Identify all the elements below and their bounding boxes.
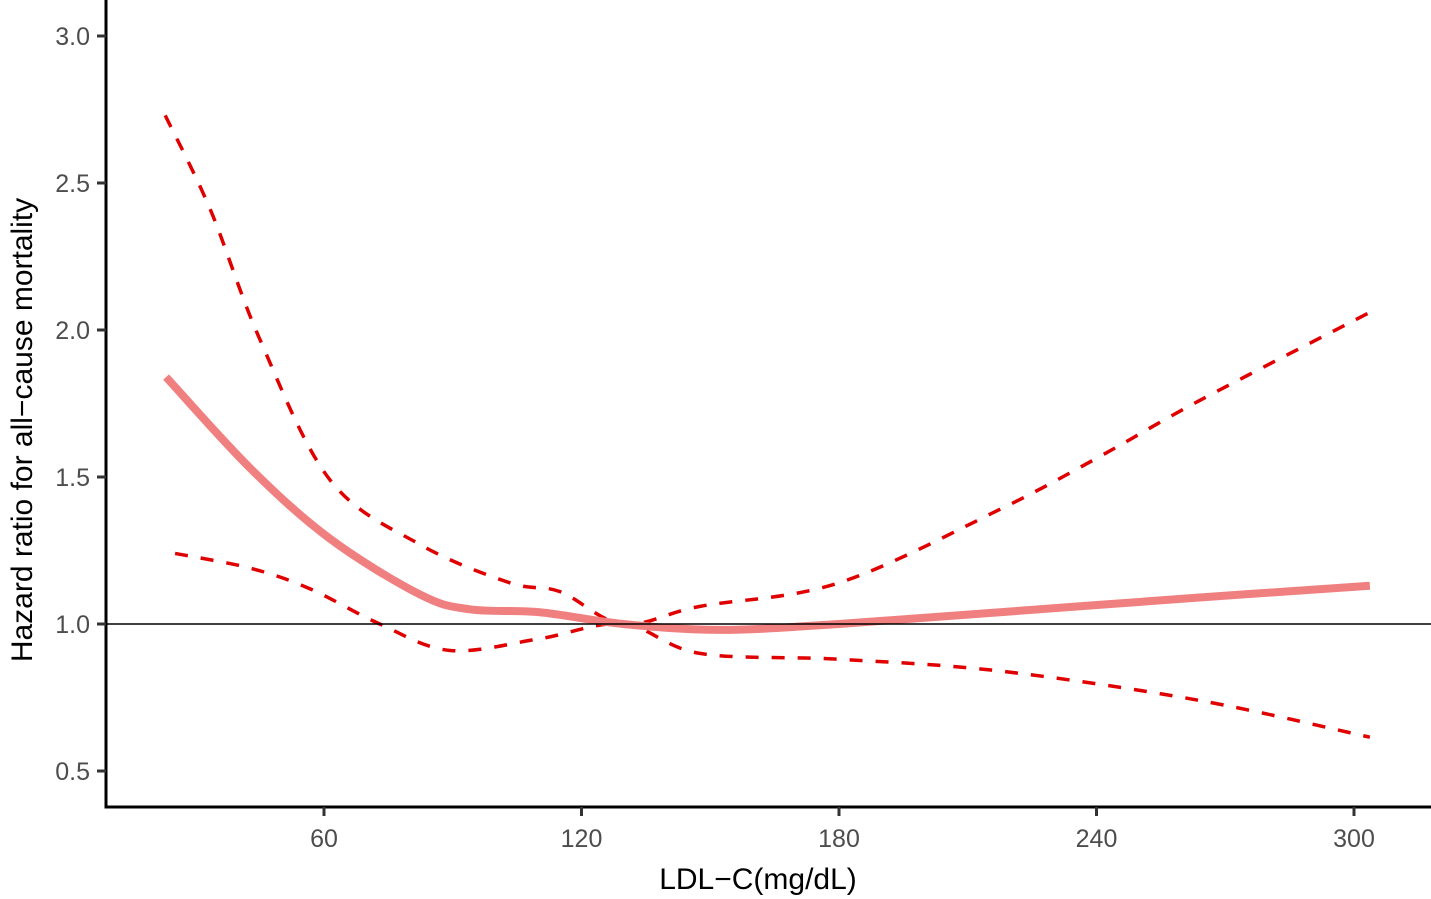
x-axis-title: LDL−C(mg/dL) (659, 863, 857, 896)
lower-ci-line (174, 551, 1371, 739)
x-tick-label: 240 (1076, 825, 1118, 853)
x-axis-ticks: 60 120 180 240 300 (310, 807, 1375, 853)
x-tick-label: 60 (310, 825, 338, 853)
hazard-ratio-line (163, 374, 1371, 634)
y-tick-label: 3.0 (55, 23, 90, 51)
y-tick-label: 1.5 (55, 464, 90, 492)
y-tick-label: 2.5 (55, 170, 90, 198)
x-tick-label: 120 (561, 825, 603, 853)
x-tick-label: 180 (818, 825, 860, 853)
y-tick-label: 1.0 (55, 611, 90, 639)
x-tick-label: 300 (1333, 825, 1375, 853)
plot-series (163, 114, 1371, 739)
y-axis-ticks: 0.5 1.0 1.5 2.0 2.5 3.0 (55, 23, 106, 786)
y-axis-title: Hazard ratio for all−cause mortality (6, 198, 39, 662)
y-tick-label: 0.5 (55, 758, 90, 786)
y-tick-label: 2.0 (55, 317, 90, 345)
